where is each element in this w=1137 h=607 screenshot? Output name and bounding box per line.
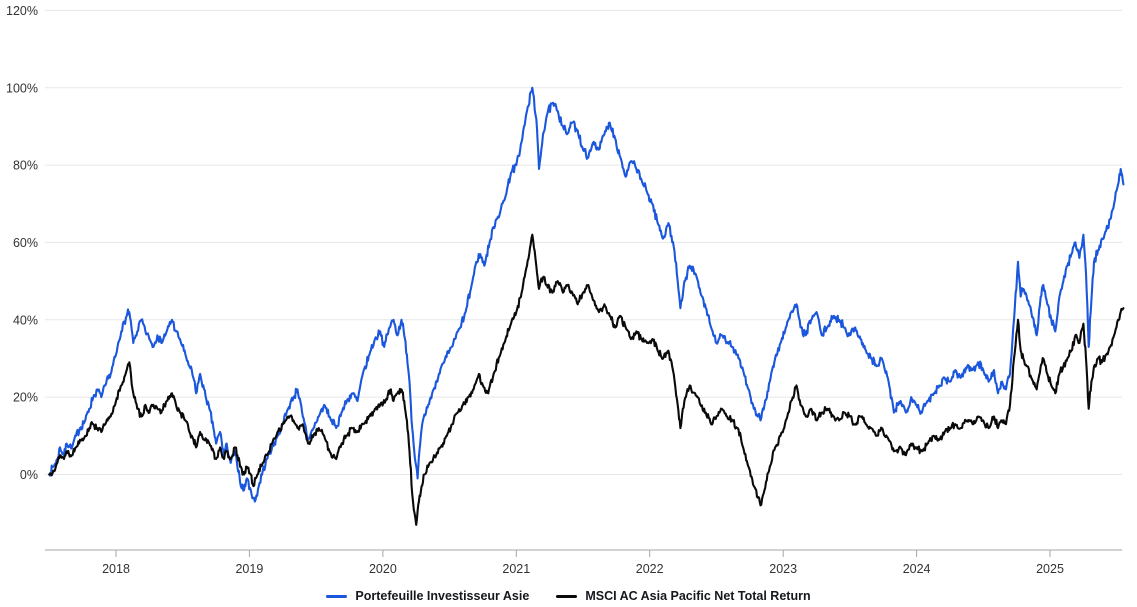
chart-canvas[interactable]: 0% 20% 40% 60% 80% 100% 120% 2018 2019 2020 2021 20… bbox=[0, 0, 1137, 585]
x-axis-label: 2018 bbox=[102, 562, 130, 576]
legend-label: Portefeuille Investisseur Asie bbox=[355, 589, 530, 603]
y-axis-label: 0% bbox=[20, 468, 38, 482]
chart-legend: Portefeuille Investisseur Asie MSCI AC A… bbox=[0, 589, 1137, 603]
y-axis-label: 80% bbox=[13, 159, 38, 173]
y-axis-label: 100% bbox=[6, 81, 38, 95]
x-axis-label: 2020 bbox=[369, 562, 397, 576]
legend-line-swatch-black bbox=[556, 594, 578, 598]
x-axis-label: 2019 bbox=[235, 562, 263, 576]
x-axis-label: 2024 bbox=[903, 562, 931, 576]
series-line-portefeuille-investisseur-asie[interactable] bbox=[48, 86, 1125, 503]
legend-item-msci-ac-asia-pacific[interactable]: MSCI AC Asia Pacific Net Total Return bbox=[556, 589, 811, 603]
x-axis-label: 2025 bbox=[1036, 562, 1064, 576]
x-axis-label: 2022 bbox=[636, 562, 664, 576]
y-axis-label: 60% bbox=[13, 236, 38, 250]
legend-line-swatch-blue bbox=[326, 594, 348, 598]
y-axis-label: 40% bbox=[13, 313, 38, 327]
legend-label: MSCI AC Asia Pacific Net Total Return bbox=[585, 589, 811, 603]
series-line-msci-ac-asia-pacific[interactable] bbox=[48, 233, 1125, 526]
y-axis-label: 120% bbox=[6, 4, 38, 18]
x-axis-label: 2023 bbox=[769, 562, 797, 576]
legend-item-portefeuille-investisseur-asie[interactable]: Portefeuille Investisseur Asie bbox=[326, 589, 529, 603]
x-axis-label: 2021 bbox=[502, 562, 530, 576]
y-axis-label: 20% bbox=[13, 391, 38, 405]
